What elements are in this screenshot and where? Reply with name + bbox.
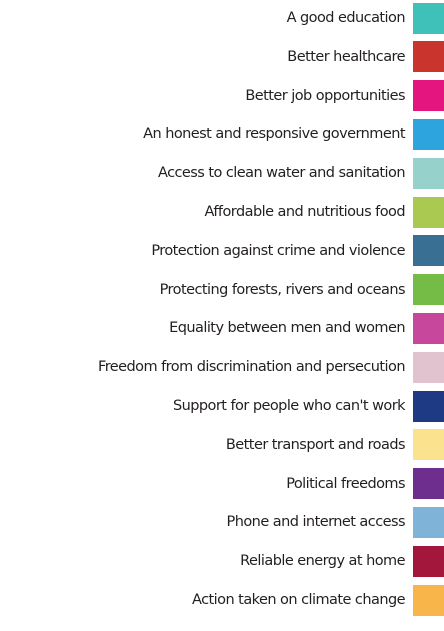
- legend-swatch: [413, 584, 444, 616]
- legend-item: A good education: [287, 0, 444, 37]
- legend-swatch: [413, 506, 444, 538]
- legend-swatch: [413, 80, 444, 112]
- legend-item: An honest and responsive government: [143, 116, 444, 153]
- legend-item: Affordable and nutritious food: [205, 194, 444, 231]
- legend-label: Access to clean water and sanitation: [157, 165, 406, 182]
- legend-swatch: [413, 118, 444, 150]
- legend-label: Better transport and roads: [225, 436, 406, 453]
- legend-swatch: [413, 312, 444, 344]
- legend-swatch: [413, 196, 444, 228]
- legend-swatch: [413, 545, 444, 577]
- legend-swatch: [413, 41, 444, 73]
- legend-label: Protection against crime and violence: [151, 242, 405, 259]
- legend-swatch: [413, 351, 444, 383]
- legend-label: Better healthcare: [287, 48, 405, 65]
- legend-swatch: [413, 429, 444, 461]
- legend-item: Protecting forests, rivers and oceans: [160, 271, 444, 308]
- legend-swatch: [413, 468, 444, 500]
- legend-label: Phone and internet access: [226, 514, 406, 531]
- legend-label: Reliable energy at home: [240, 553, 405, 570]
- legend-swatch: [413, 2, 444, 34]
- legend-label: A good education: [286, 10, 406, 26]
- legend-label: Freedom from discrimination and persecut…: [97, 359, 406, 376]
- legend-label: Support for people who can't work: [172, 398, 406, 414]
- legend-item: Political freedoms: [286, 465, 444, 502]
- legend-item: Support for people who can't work: [173, 388, 444, 425]
- legend-label: Protecting forests, rivers and oceans: [159, 281, 406, 298]
- legend-item: Protection against crime and violence: [151, 232, 444, 269]
- legend-item: Reliable energy at home: [240, 543, 444, 580]
- legend-swatch: [413, 235, 444, 267]
- legend-label: Better job opportunities: [245, 87, 405, 104]
- legend-item: Phone and internet access: [227, 504, 444, 541]
- legend-label: Action taken on climate change: [192, 592, 406, 608]
- legend-label: An honest and responsive government: [143, 126, 405, 143]
- legend-swatch: [413, 390, 444, 422]
- legend-swatch: [413, 274, 444, 306]
- legend-item: Action taken on climate change: [192, 582, 444, 619]
- legend-swatch: [413, 157, 444, 189]
- legend-label: Equality between men and women: [169, 320, 405, 337]
- legend-item: Better job opportunities: [245, 77, 444, 114]
- legend-item: Equality between men and women: [169, 310, 444, 347]
- legend-label: Political freedoms: [286, 475, 405, 492]
- legend-item: Better transport and roads: [226, 426, 444, 463]
- legend-label: Affordable and nutritious food: [204, 204, 406, 220]
- legend-item: Better healthcare: [287, 38, 444, 75]
- legend-item: Access to clean water and sanitation: [158, 155, 444, 192]
- legend-item: Freedom from discrimination and persecut…: [98, 349, 444, 386]
